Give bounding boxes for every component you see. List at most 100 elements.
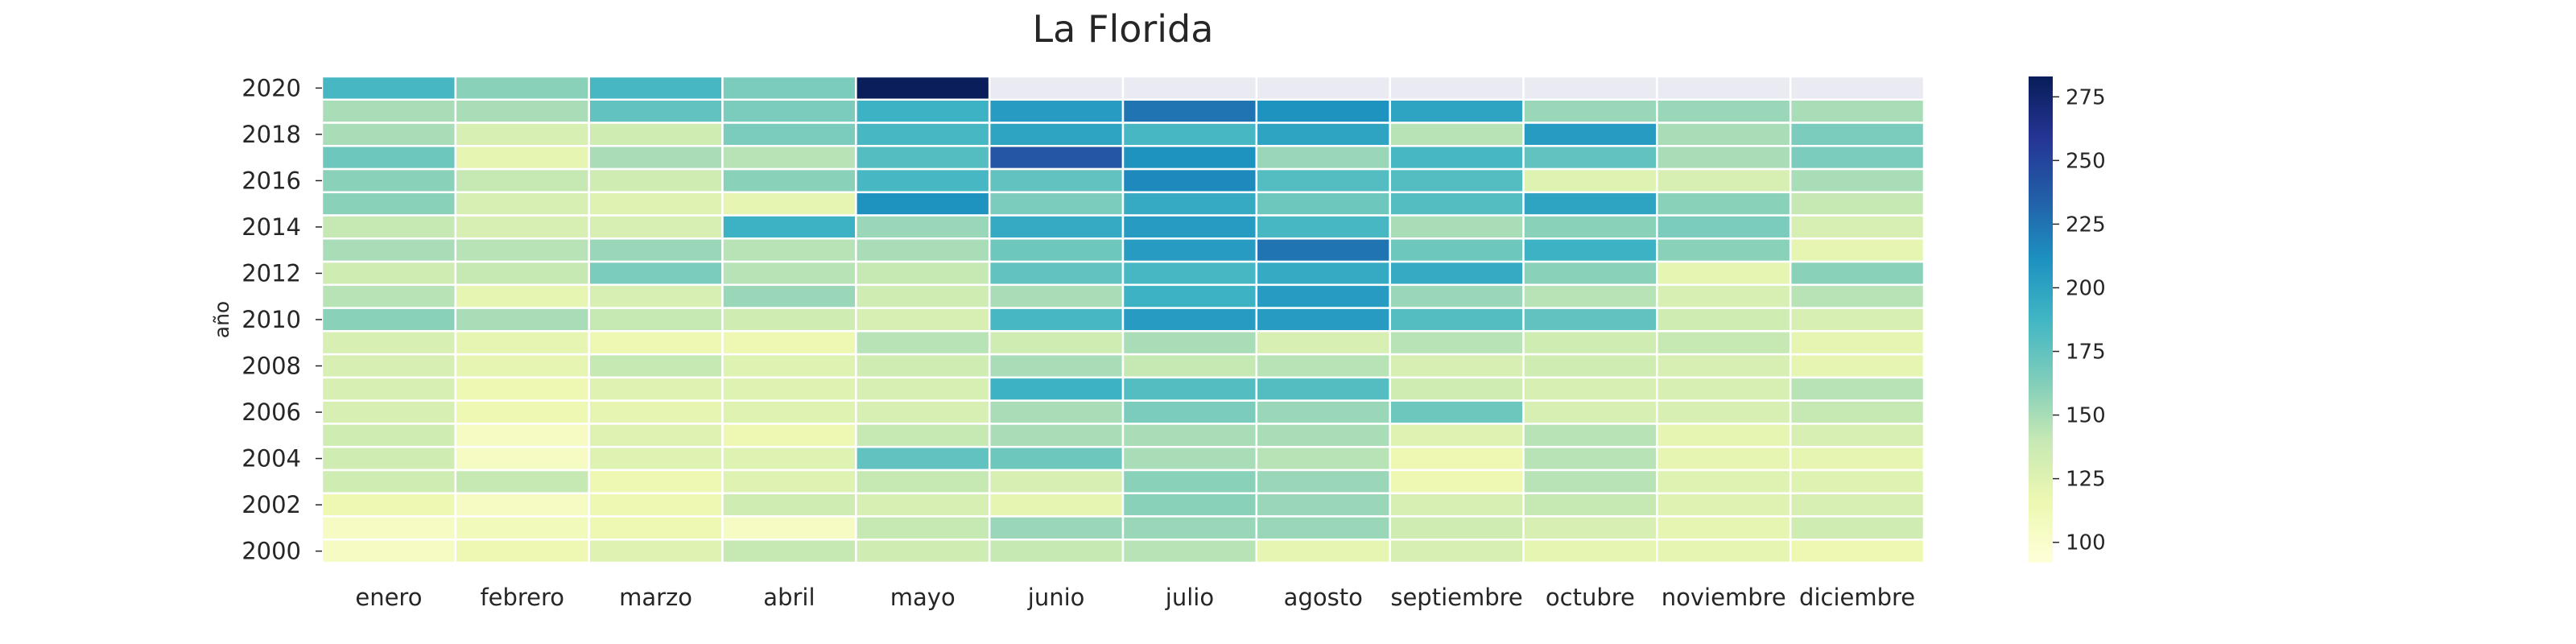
heatmap-cell (1121, 538, 1258, 564)
heatmap-cell (1789, 214, 1926, 240)
heatmap-cell (1522, 122, 1658, 147)
heatmap-cell (721, 75, 857, 101)
colorbar-tick-label: 275 (2066, 85, 2106, 109)
heatmap-cell (1656, 469, 1792, 494)
heatmap-cell (1389, 283, 1525, 309)
y-tick-label: 2020 (242, 74, 301, 101)
heatmap-cell (988, 283, 1125, 309)
heatmap-cell (1121, 330, 1258, 356)
heatmap-cell (1656, 515, 1792, 541)
heatmap-cell (1522, 191, 1658, 217)
heatmap-cell (988, 145, 1125, 171)
heatmap-cell (320, 469, 457, 494)
heatmap-cell (1656, 353, 1792, 379)
heatmap-cell (1255, 538, 1391, 564)
heatmap-cell (1389, 191, 1525, 217)
heatmap-cell (1255, 423, 1391, 448)
heatmap-cell (320, 260, 457, 287)
heatmap-cell (855, 122, 991, 147)
heatmap-cell (1522, 145, 1658, 171)
heatmap-cell (1255, 237, 1391, 263)
heatmap-cell (1656, 399, 1792, 425)
heatmap-cell (1789, 515, 1926, 541)
heatmap-cell (320, 307, 457, 332)
heatmap-cell (1255, 330, 1391, 356)
heatmap-cell (1789, 167, 1926, 194)
heatmap-cell (1789, 353, 1926, 379)
heatmap-cell (454, 191, 590, 217)
heatmap-cell (1656, 191, 1792, 217)
heatmap-cell (454, 283, 590, 309)
heatmap-cell (1656, 307, 1792, 332)
heatmap-cell (721, 538, 857, 564)
heatmap-cell (1389, 330, 1525, 356)
heatmap-cell (454, 307, 590, 332)
y-tick-label: 2014 (242, 213, 301, 241)
heatmap-cell (454, 167, 590, 194)
heatmap-cell (988, 330, 1125, 356)
heatmap-cell (721, 122, 857, 147)
heatmap-cell (1389, 538, 1525, 564)
heatmap-cell (588, 399, 724, 425)
heatmap-cell (855, 98, 991, 124)
heatmap-cell (721, 191, 857, 217)
heatmap-cell (988, 307, 1125, 332)
heatmap-cell (1656, 376, 1792, 402)
heatmap-cell (855, 145, 991, 171)
heatmap-cell (588, 260, 724, 287)
heatmap-cell (1522, 445, 1658, 472)
heatmap-cell (588, 538, 724, 564)
heatmap-cell (1789, 538, 1926, 564)
heatmap-cell (1255, 122, 1391, 147)
heatmap-cell (1255, 283, 1391, 309)
heatmap-cell (1656, 167, 1792, 194)
heatmap-cell (1255, 399, 1391, 425)
x-tick-label: abril (763, 584, 815, 611)
heatmap-cell (1656, 237, 1792, 263)
x-tick-label: diciembre (1799, 584, 1915, 611)
heatmap-cell (1121, 191, 1258, 217)
heatmap-cell (721, 469, 857, 494)
heatmap-cell (1389, 214, 1525, 240)
heatmap-cell (1522, 399, 1658, 425)
heatmap-cell (1522, 98, 1658, 124)
heatmap-cell (1389, 260, 1525, 287)
heatmap-cell (1255, 469, 1391, 494)
heatmap-cell (855, 376, 991, 402)
heatmap-cell (1522, 260, 1658, 287)
heatmap-cell (988, 538, 1125, 564)
heatmap-cell (855, 307, 991, 332)
heatmap-cell (1121, 445, 1258, 472)
heatmap-cell (1522, 237, 1658, 263)
heatmap-cell (1656, 283, 1792, 309)
heatmap-cell (721, 98, 857, 124)
heatmap-cell (988, 445, 1125, 472)
heatmap-cell (1789, 122, 1926, 147)
x-tick-label: febrero (480, 584, 564, 611)
heatmap-cell (320, 399, 457, 425)
heatmap-cell (1255, 98, 1391, 124)
heatmap-cell (588, 167, 724, 194)
heatmap-cell (988, 492, 1125, 518)
y-tick-label: 2012 (242, 259, 301, 287)
y-tick-label: 2002 (242, 491, 301, 518)
y-tick-label: 2006 (242, 398, 301, 426)
y-tick-label: 2018 (242, 121, 301, 148)
heatmap-cell (454, 469, 590, 494)
heatmap-cell (988, 423, 1125, 448)
heatmap-cell (721, 515, 857, 541)
heatmap-cell (1121, 423, 1258, 448)
heatmap-cell (1255, 307, 1391, 332)
heatmap-cell (1121, 376, 1258, 402)
heatmap-cell (1121, 399, 1258, 425)
heatmap-cell (1121, 469, 1258, 494)
heatmap-cell (1389, 353, 1525, 379)
colorbar: 100 125 150 175 200 225 250 275 (2029, 76, 2106, 563)
heatmap-cell (588, 515, 724, 541)
heatmap-cell (1121, 283, 1258, 309)
heatmap-cell (1255, 191, 1391, 217)
heatmap-cell (454, 237, 590, 263)
heatmap-cell (721, 237, 857, 263)
heatmap-cell (1121, 98, 1258, 124)
heatmap-cell (320, 538, 457, 564)
